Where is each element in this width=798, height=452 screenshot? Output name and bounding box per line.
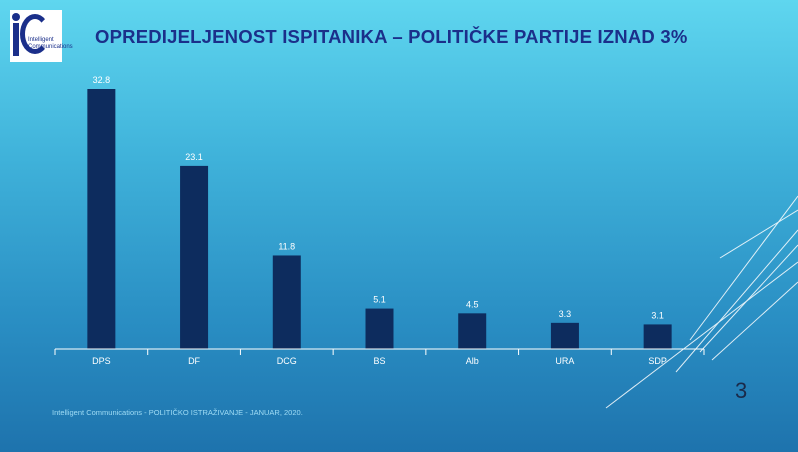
value-label-ura: 3.3 bbox=[559, 309, 572, 319]
category-label-alb: Alb bbox=[466, 356, 479, 366]
bar-dps bbox=[87, 89, 116, 349]
deco-line-3 bbox=[675, 229, 798, 373]
value-label-sdp: 3.1 bbox=[651, 310, 664, 320]
decorative-lines bbox=[605, 195, 798, 409]
bar-df bbox=[180, 165, 209, 349]
deco-line-6 bbox=[711, 281, 798, 361]
value-label-df: 23.1 bbox=[185, 152, 203, 162]
value-label-alb: 4.5 bbox=[466, 299, 479, 309]
category-labels: DPS DF DCG BS Alb URA SDP bbox=[92, 356, 667, 366]
deco-line-5 bbox=[605, 261, 798, 409]
category-label-dcg: DCG bbox=[277, 356, 297, 366]
category-label-bs: BS bbox=[373, 356, 385, 366]
logo-text: Intelligent Communications bbox=[28, 37, 73, 50]
slide-title: OPREDIJELJENOST ISPITANIKA – POLITIČKE P… bbox=[95, 26, 688, 47]
category-label-dps: DPS bbox=[92, 356, 111, 366]
value-labels: 32.8 23.1 11.8 5.1 4.5 3.3 3.1 bbox=[93, 75, 664, 320]
value-label-dcg: 11.8 bbox=[278, 241, 295, 251]
category-label-ura: URA bbox=[555, 356, 574, 366]
bar-sdp bbox=[643, 324, 672, 349]
company-logo: Intelligent Communications bbox=[10, 10, 73, 62]
bars-group bbox=[87, 89, 672, 349]
footer-text: Intelligent Communications - POLITIČKO I… bbox=[52, 408, 303, 417]
deco-line-4 bbox=[699, 244, 798, 353]
deco-line-1 bbox=[719, 209, 798, 259]
page-number: 3 bbox=[735, 378, 748, 403]
bar-bs bbox=[365, 308, 394, 349]
deco-line-2 bbox=[689, 195, 798, 341]
bar-ura bbox=[550, 322, 579, 349]
logo-dot bbox=[12, 13, 20, 21]
logo-i-stem bbox=[13, 23, 19, 56]
value-label-dps: 32.8 bbox=[93, 75, 111, 85]
logo-c-arc bbox=[20, 14, 50, 54]
bar-alb bbox=[458, 313, 487, 349]
value-label-bs: 5.1 bbox=[373, 295, 386, 305]
category-label-df: DF bbox=[188, 356, 200, 366]
bar-dcg bbox=[272, 255, 301, 349]
category-label-sdp: SDP bbox=[648, 356, 667, 366]
x-axis-ticks bbox=[54, 349, 705, 355]
